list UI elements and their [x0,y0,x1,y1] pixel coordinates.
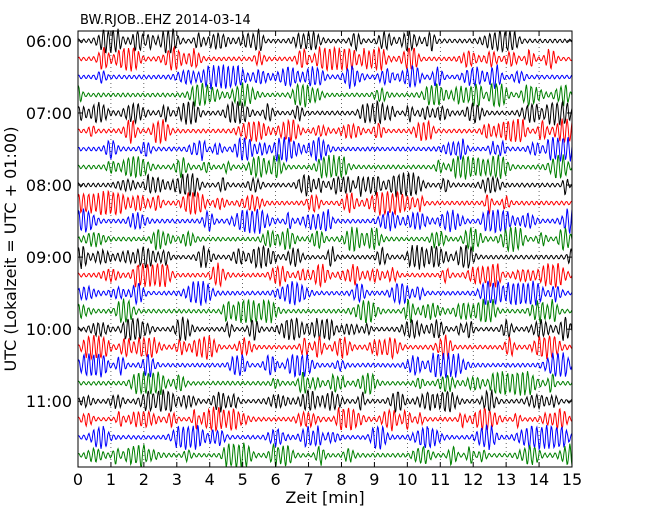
trace-0715 [77,118,573,145]
y-tick-label: 08:00 [26,176,72,195]
y-tick-label: 10:00 [26,320,72,339]
seismogram-traces [77,28,573,468]
x-tick-label: 3 [172,470,182,489]
trace-1015 [77,334,573,361]
trace-1130 [77,423,573,451]
x-axis-ticks: 0 1 2 3 4 5 6 7 8 9 10 11 12 13 14 15 [73,31,582,489]
trace-0700 [77,99,573,126]
x-tick-label: 4 [205,470,215,489]
y-tick-label: 09:00 [26,248,72,267]
trace-0945 [77,298,573,324]
y-tick-label: 07:00 [26,104,72,123]
x-tick-label: 11 [430,470,450,489]
x-tick-label: 0 [73,470,83,489]
y-axis-label: UTC (Lokalzeit = UTC + 01:00) [1,127,20,372]
y-axis-ticks: 06:00 07:00 08:00 09:00 10:00 11:00 [26,32,572,411]
x-tick-label: 9 [369,470,379,489]
trace-0630 [77,64,573,90]
trace-0845 [77,226,573,253]
x-tick-label: 15 [562,470,582,489]
trace-1030 [77,352,573,379]
trace-1000 [77,316,573,341]
trace-1115 [77,406,573,432]
trace-1100 [77,388,573,414]
trace-1045 [77,370,573,396]
trace-0615 [77,45,573,72]
trace-0930 [77,279,573,306]
trace-0645 [77,82,573,108]
trace-0745 [77,154,573,180]
x-tick-label: 2 [139,470,149,489]
x-tick-label: 8 [336,470,346,489]
trace-0900 [77,244,573,270]
chart-title: BW.RJOB..EHZ 2014-03-14 [80,13,251,28]
y-tick-label: 06:00 [26,32,72,51]
x-tick-label: 1 [106,470,116,489]
trace-0600 [77,28,573,54]
y-tick-label: 11:00 [26,392,72,411]
x-tick-label: 13 [496,470,516,489]
x-axis-label: Zeit [min] [285,488,364,507]
x-tick-label: 14 [529,470,549,489]
x-tick-label: 5 [238,470,248,489]
x-tick-label: 10 [397,470,417,489]
x-tick-label: 6 [271,470,281,489]
trace-1145 [77,442,573,468]
trace-0830 [77,208,573,235]
trace-0915 [77,262,573,288]
plot-frame [77,30,573,468]
trace-0730 [77,136,573,163]
trace-0815 [77,189,573,217]
x-tick-label: 12 [463,470,483,489]
trace-0800 [77,171,573,198]
x-tick-label: 7 [303,470,313,489]
